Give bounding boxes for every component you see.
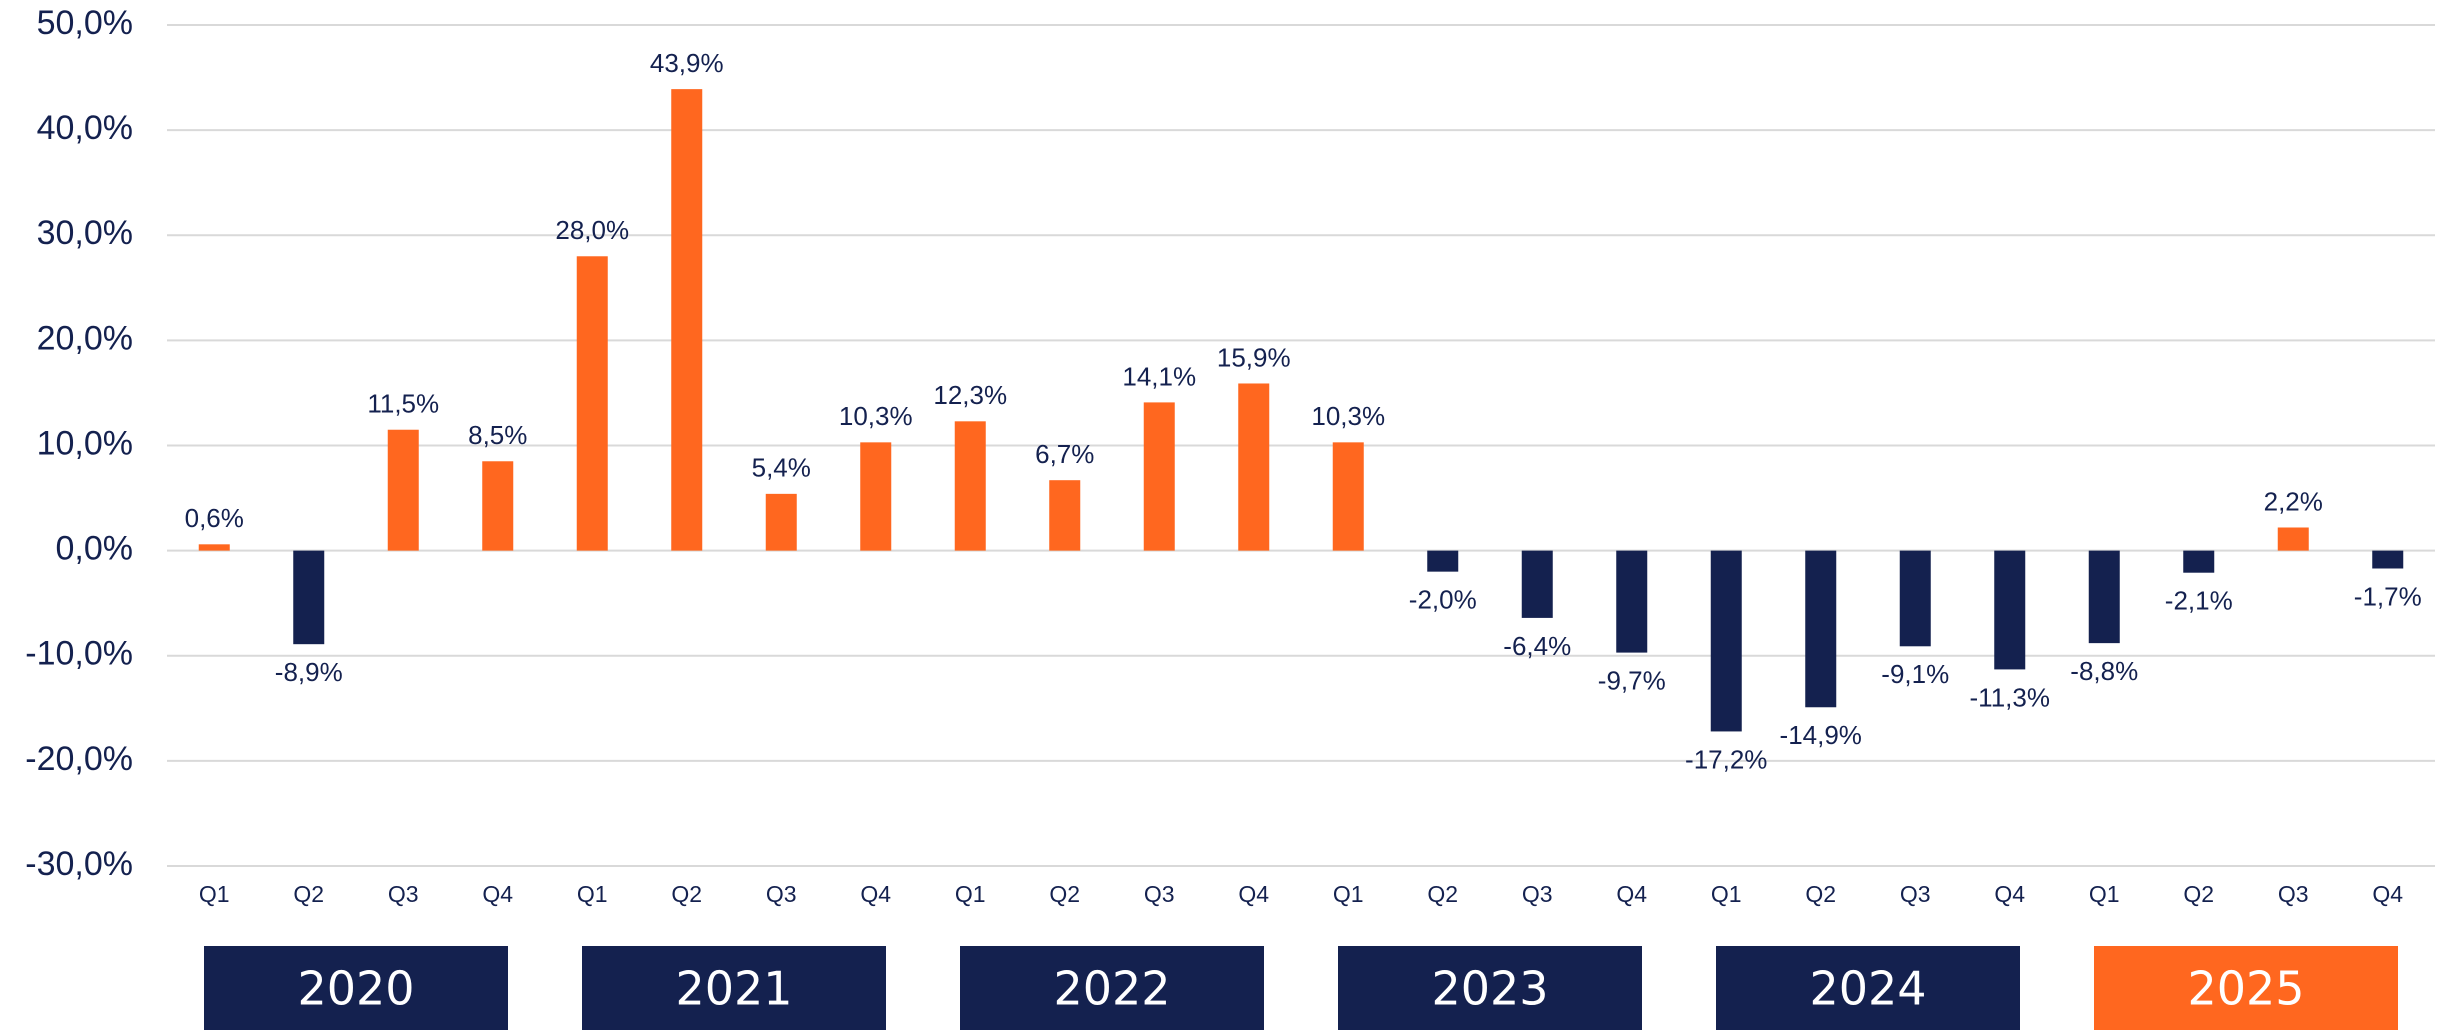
data-label: -2,1%	[2165, 586, 2233, 616]
x-tick-label: Q2	[1049, 881, 1080, 907]
y-tick-label: -30,0%	[25, 845, 133, 883]
bar	[671, 89, 703, 551]
x-tick-label: Q3	[766, 881, 797, 907]
data-label: -8,8%	[2070, 656, 2138, 686]
x-tick-label: Q3	[1900, 881, 1931, 907]
bar	[1616, 550, 1648, 653]
data-label: -2,0%	[1409, 585, 1477, 615]
bar	[387, 429, 419, 551]
data-label: 43,9%	[650, 48, 724, 78]
data-label: 6,7%	[1035, 439, 1094, 469]
x-tick-label: Q1	[955, 881, 986, 907]
y-tick-label: 40,0%	[37, 109, 133, 147]
data-label: 5,4%	[752, 453, 811, 483]
x-tick-label: Q2	[671, 881, 702, 907]
bar	[2088, 550, 2120, 644]
data-label: 11,5%	[367, 389, 439, 419]
data-label: -8,9%	[275, 657, 343, 687]
data-label: -1,7%	[2354, 581, 2422, 611]
bar	[954, 421, 986, 551]
x-tick-label: Q4	[1238, 881, 1269, 907]
bar	[2277, 527, 2309, 551]
y-tick-label: -10,0%	[25, 635, 133, 673]
bar	[1805, 550, 1837, 708]
data-label: 2,2%	[2264, 486, 2323, 516]
data-label: 0,6%	[185, 503, 244, 533]
bar	[576, 256, 608, 551]
x-tick-label: Q4	[860, 881, 891, 907]
bar	[482, 461, 514, 551]
data-label: 14,1%	[1122, 361, 1196, 391]
x-tick-label: Q3	[2278, 881, 2309, 907]
x-tick-label: Q1	[1711, 881, 1742, 907]
year-label: 2021	[675, 962, 792, 1016]
y-tick-label: 30,0%	[37, 214, 133, 252]
x-tick-label: Q4	[482, 881, 513, 907]
data-label: 10,3%	[839, 401, 913, 431]
data-label: -17,2%	[1685, 744, 1767, 774]
y-tick-label: 10,0%	[37, 424, 133, 462]
data-label: -14,9%	[1780, 720, 1862, 750]
y-tick-label: 50,0%	[37, 4, 133, 42]
bar	[1238, 383, 1270, 551]
year-box	[582, 946, 886, 1030]
year-label: 2020	[297, 962, 414, 1016]
year-label: 2024	[1809, 962, 1926, 1016]
x-tick-label: Q1	[199, 881, 230, 907]
bar	[1049, 480, 1081, 551]
data-label: 28,0%	[555, 215, 629, 245]
x-tick-label: Q2	[293, 881, 324, 907]
x-tick-label: Q2	[1805, 881, 1836, 907]
year-box	[204, 946, 508, 1030]
data-label: -11,3%	[1970, 682, 2050, 712]
bar	[1332, 442, 1364, 551]
bar	[1994, 550, 2026, 670]
bar	[1521, 550, 1553, 618]
x-tick-label: Q2	[2183, 881, 2214, 907]
x-tick-label: Q1	[577, 881, 608, 907]
y-tick-label: 20,0%	[37, 319, 133, 357]
x-tick-label: Q1	[2089, 881, 2120, 907]
x-tick-label: Q3	[1522, 881, 1553, 907]
bar	[765, 493, 797, 551]
data-label: 15,9%	[1217, 342, 1291, 372]
x-tick-label: Q3	[388, 881, 419, 907]
bar	[2372, 550, 2404, 569]
year-box	[1338, 946, 1642, 1030]
bar	[1899, 550, 1931, 647]
bar	[1710, 550, 1742, 732]
bar	[293, 550, 325, 645]
year-box	[1716, 946, 2020, 1030]
bar	[860, 442, 892, 551]
bar	[198, 544, 230, 551]
year-label: 2022	[1053, 962, 1170, 1016]
year-label: 2023	[1431, 962, 1548, 1016]
y-tick-label: -20,0%	[25, 740, 133, 778]
year-label: 2025	[2187, 962, 2304, 1016]
bar	[1427, 550, 1459, 572]
bar	[2183, 550, 2215, 573]
data-label: 8,5%	[468, 420, 527, 450]
x-tick-label: Q2	[1427, 881, 1458, 907]
x-tick-label: Q1	[1333, 881, 1364, 907]
x-tick-label: Q3	[1144, 881, 1175, 907]
data-label: 12,3%	[933, 380, 1007, 410]
bar	[1143, 402, 1175, 551]
data-label: 10,3%	[1311, 401, 1385, 431]
data-label: -6,4%	[1503, 631, 1571, 661]
x-tick-label: Q4	[1616, 881, 1647, 907]
y-tick-label: 0,0%	[56, 530, 134, 568]
year-box	[2094, 946, 2398, 1030]
data-label: -9,7%	[1598, 665, 1666, 695]
data-label: -9,1%	[1881, 659, 1949, 689]
x-tick-label: Q4	[1994, 881, 2025, 907]
x-tick-label: Q4	[2372, 881, 2403, 907]
year-box	[960, 946, 1264, 1030]
